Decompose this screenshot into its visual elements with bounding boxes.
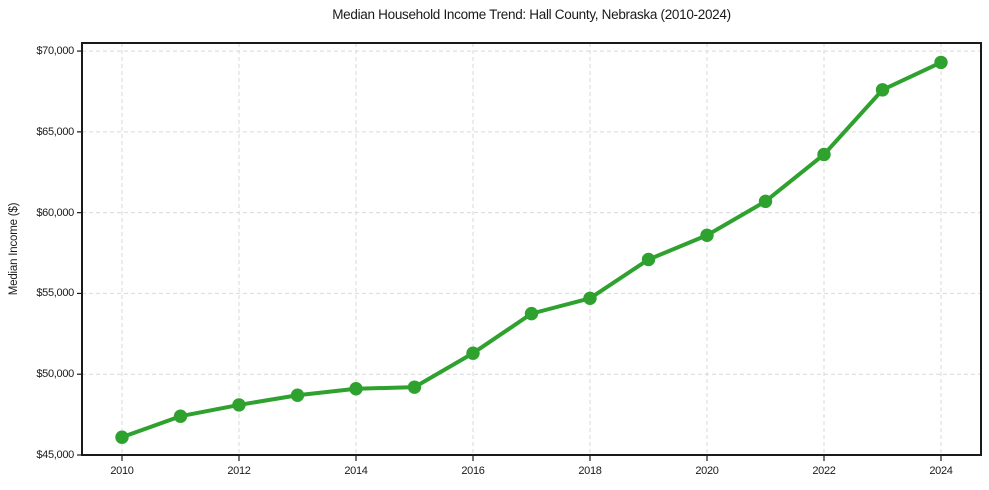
x-tick-label: 2022 — [812, 465, 836, 477]
x-tick-label: 2016 — [461, 465, 485, 477]
data-point-2013 — [290, 388, 305, 402]
y-tick-label: $55,000 — [36, 287, 74, 300]
data-point-2022 — [817, 147, 831, 162]
data-point-2014 — [349, 382, 363, 396]
y-tick-label: $60,000 — [36, 206, 74, 219]
y-tick-label: $50,000 — [36, 368, 74, 381]
data-point-2021 — [758, 194, 773, 209]
data-point-2019 — [641, 252, 656, 267]
x-tick-label: 2020 — [695, 465, 719, 477]
y-tick-label: $65,000 — [36, 125, 74, 138]
x-tick-label: 2012 — [227, 465, 251, 477]
x-tick-label: 2014 — [344, 465, 368, 477]
data-point-2018 — [583, 291, 597, 305]
trend-line — [120, 60, 943, 440]
data-point-2023 — [875, 83, 890, 97]
y-tick-label: $70,000 — [36, 45, 74, 58]
data-point-2011 — [173, 409, 188, 423]
data-point-2016 — [466, 346, 480, 360]
data-point-2015 — [407, 380, 422, 394]
data-point-2024 — [934, 55, 948, 70]
x-tick-label: 2010 — [110, 465, 134, 477]
x-tick-label: 2018 — [578, 465, 602, 477]
data-point-2020 — [700, 228, 714, 242]
axes-spines — [81, 42, 982, 456]
chart-title: Median Household Income Trend: Hall Coun… — [332, 7, 731, 22]
data-point-2012 — [232, 398, 246, 412]
data-point-2010 — [115, 430, 129, 444]
y-tick-label: $45,000 — [36, 449, 74, 461]
x-tick-label: 2024 — [929, 465, 953, 477]
data-point-2017 — [524, 306, 539, 321]
